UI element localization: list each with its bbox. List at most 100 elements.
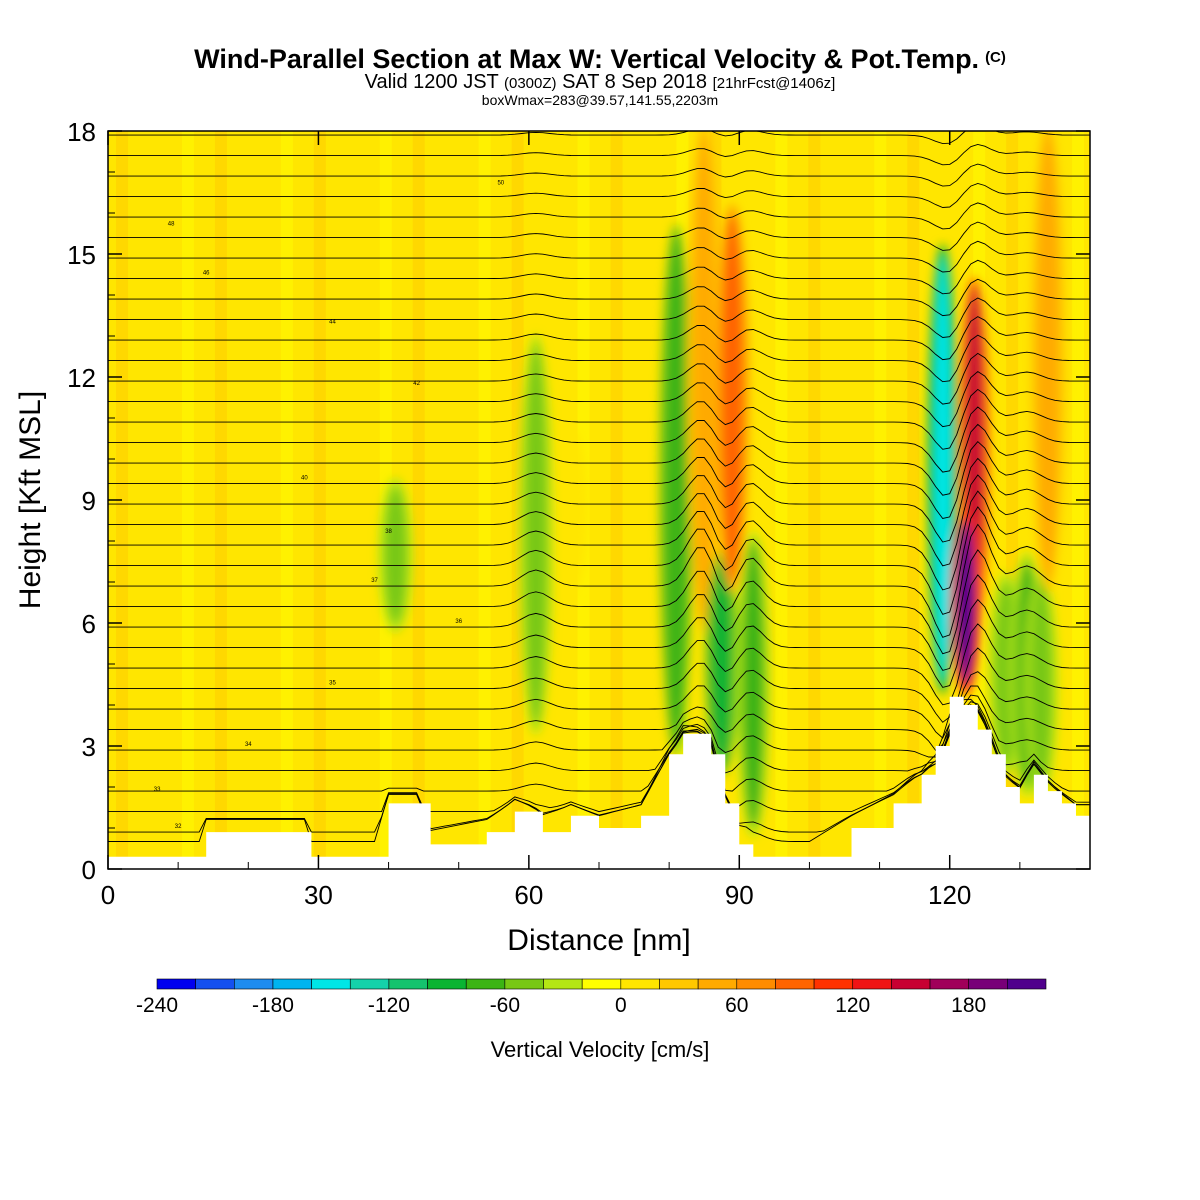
- isentrope-label: 42: [413, 381, 420, 387]
- isentrope-line: [108, 457, 1090, 543]
- colorbar-swatch: [1007, 978, 1047, 990]
- velocity-plume-core: [1036, 131, 1059, 582]
- colorbar-tick-label: -120: [368, 994, 410, 1017]
- isentrope-line: [108, 623, 1090, 706]
- valid-date: SAT 8 Sep 2018: [562, 71, 707, 93]
- terrain: [108, 696, 1090, 869]
- colorbar-swatch: [543, 978, 583, 990]
- isentrope-label: 32: [175, 824, 182, 830]
- isentrope-line: [108, 701, 1090, 774]
- background-streak: [346, 131, 359, 869]
- velocity-plume-core: [710, 561, 733, 767]
- isentrope-label: 46: [203, 271, 210, 277]
- colorbar-swatch: [311, 978, 351, 990]
- colorbar-swatch: [156, 978, 196, 990]
- isentrope-line: [108, 598, 1090, 688]
- colorbar: -240 -180 -120 -60 0 60 120 180: [136, 978, 1047, 1017]
- isentrope-line: [108, 352, 1090, 405]
- isentrope-line: [108, 706, 1090, 813]
- velocity-plume-core: [693, 131, 716, 623]
- isentrope-line: [108, 316, 1090, 361]
- background-streak: [808, 131, 821, 869]
- forecast-info: [21hrFcst@1406z]: [712, 75, 836, 92]
- isentrope-line: [108, 685, 1090, 752]
- isentrope-label: 33: [154, 787, 161, 793]
- colorbar-swatch: [968, 978, 1008, 990]
- plot-area: 32 33 34 35 36 37 38 40 42 44 46 48 50: [108, 131, 1090, 869]
- colorbar-swatch: [852, 978, 892, 990]
- velocity-plume-core: [384, 487, 407, 623]
- x-tick-label: 60: [514, 880, 543, 910]
- colorbar-swatch: [465, 978, 506, 990]
- colorbar-swatch: [775, 978, 815, 990]
- colorbar-tick-label: 0: [615, 994, 627, 1017]
- background-streak: [445, 131, 458, 869]
- colorbar-swatch: [272, 978, 312, 990]
- isentrope-label: 37: [371, 578, 378, 584]
- colorbar-swatch: [234, 978, 274, 990]
- isentrope-label: 34: [245, 742, 252, 748]
- isentrope-line: [108, 423, 1090, 496]
- isentrope-line: [108, 549, 1090, 655]
- background-streak: [116, 131, 129, 869]
- isentrope-line: [108, 334, 1090, 383]
- y-tick-label: 0: [82, 855, 96, 885]
- isentrope-line: [108, 694, 1090, 758]
- isentrope-line: [108, 183, 1090, 208]
- background-streak: [874, 131, 887, 869]
- velocity-features: [378, 131, 1065, 838]
- isentrope-line: [108, 474, 1090, 567]
- isentrope-line: [108, 506, 1090, 615]
- y-axis-label: Height [Kft MSL]: [14, 391, 47, 609]
- isentrope-line: [108, 406, 1090, 473]
- isentrope-line: [108, 370, 1090, 428]
- x-axis-label: Distance [nm]: [507, 924, 690, 957]
- velocity-plume-core: [721, 213, 744, 582]
- isentrope-label: 50: [497, 180, 504, 186]
- background-streak: [280, 131, 293, 869]
- y-tick-label: 15: [67, 240, 96, 270]
- isentrope-line: [108, 240, 1090, 273]
- colorbar-tick-label: 60: [725, 994, 748, 1017]
- colorbar-swatch: [195, 978, 235, 990]
- colorbar-swatch: [736, 978, 776, 990]
- background-streak: [907, 131, 920, 869]
- isentrope-label: 35: [329, 681, 336, 687]
- velocity-plume-core: [956, 520, 975, 685]
- background-streak: [841, 131, 854, 869]
- isentrope-label: 48: [168, 221, 175, 227]
- velocity-plume-core: [665, 233, 688, 746]
- valid-utc: (0300Z): [503, 75, 557, 92]
- colorbar-swatch: [697, 978, 738, 990]
- colorbar-swatch: [929, 978, 969, 990]
- chart-title-text: Wind-Parallel Section at Max W: Vertical…: [194, 44, 980, 74]
- colorbar-swatch: [659, 978, 699, 990]
- isentrope-label: 44: [329, 320, 336, 326]
- isentrope-line: [108, 131, 1090, 145]
- isentrope-line: [108, 388, 1090, 450]
- x-tick-label: 120: [928, 880, 971, 910]
- chart-subtitle: Valid 1200 JST (0300Z) SAT 8 Sep 2018 [2…: [0, 72, 1200, 94]
- isentrope-line: [108, 163, 1090, 187]
- colorbar-tick-label: 180: [951, 994, 986, 1017]
- valid-time: Valid 1200 JST: [364, 71, 499, 93]
- y-tick-label: 6: [82, 609, 96, 639]
- isentrope-line: [108, 704, 1090, 833]
- isentrope-label: 40: [301, 476, 308, 482]
- colorbar-tick-label: -60: [490, 994, 520, 1017]
- isentrope-line: [108, 440, 1090, 520]
- isentrope-line: [108, 297, 1090, 338]
- velocity-plume-core: [1029, 582, 1052, 787]
- colorbar-swatch: [620, 978, 660, 990]
- background-streak: [610, 131, 623, 869]
- background-streak: [775, 131, 788, 869]
- isentrope-label: 38: [385, 529, 392, 535]
- plot-background: [108, 131, 1090, 869]
- colorbar-swatch: [504, 978, 544, 990]
- y-tick-label: 18: [67, 117, 96, 147]
- isentrope-line: [108, 221, 1090, 251]
- colorbar-swatch: [891, 978, 931, 990]
- potential-temperature-contours: 32 33 34 35 36 37 38 40 42 44 46 48 50: [108, 131, 1090, 842]
- background-streak: [313, 131, 326, 869]
- colorbar-tick-label: -180: [252, 994, 294, 1017]
